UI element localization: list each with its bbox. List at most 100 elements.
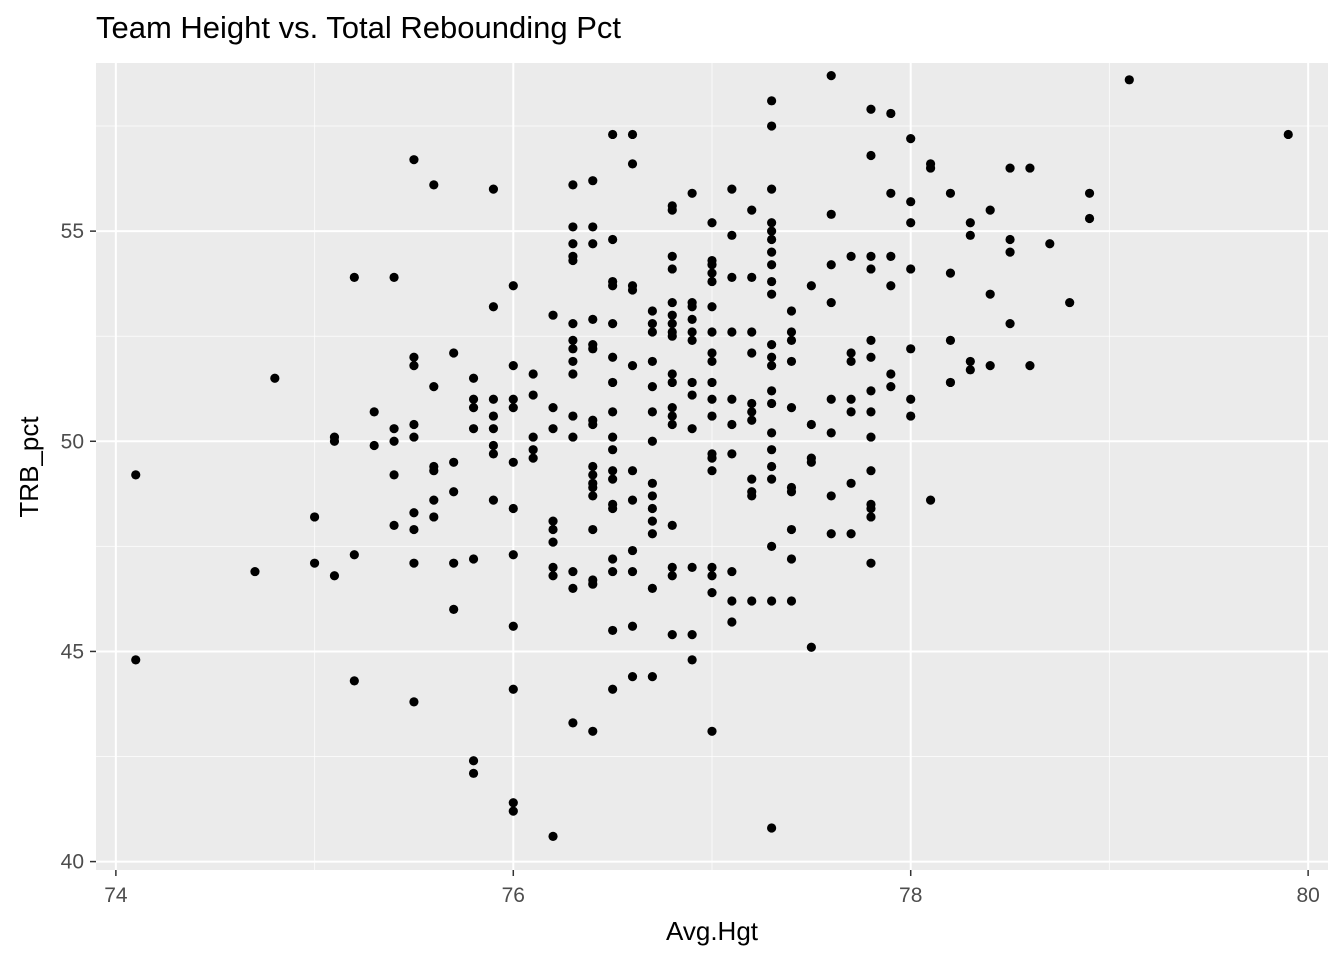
data-point xyxy=(846,529,856,539)
data-point xyxy=(548,424,558,434)
data-point xyxy=(866,352,876,362)
data-point xyxy=(329,571,340,581)
data-point xyxy=(767,247,777,257)
data-point xyxy=(389,520,399,530)
data-point xyxy=(568,255,578,266)
data-point xyxy=(508,621,518,631)
data-point xyxy=(767,541,777,551)
data-point xyxy=(409,508,419,518)
data-point xyxy=(647,491,657,501)
data-point xyxy=(727,327,737,337)
data-point xyxy=(707,268,717,278)
data-point xyxy=(588,470,598,480)
data-point xyxy=(608,407,618,417)
data-point xyxy=(488,184,499,194)
data-point xyxy=(548,403,558,413)
data-point xyxy=(826,394,836,404)
data-point xyxy=(528,369,538,379)
data-point xyxy=(965,356,975,367)
data-point xyxy=(806,642,816,652)
data-point xyxy=(667,251,677,261)
data-point xyxy=(1283,129,1293,140)
data-point xyxy=(429,382,439,392)
data-point xyxy=(409,524,419,535)
data-point xyxy=(568,239,578,249)
data-point xyxy=(1124,75,1134,85)
y-tick-label: 40 xyxy=(61,851,84,874)
data-point xyxy=(369,407,379,417)
data-point xyxy=(667,562,677,572)
data-point xyxy=(667,310,677,320)
data-point xyxy=(826,428,836,438)
data-point xyxy=(707,394,717,404)
data-point xyxy=(608,625,618,636)
data-point xyxy=(806,281,816,291)
data-point xyxy=(707,260,717,270)
data-point xyxy=(925,163,936,173)
data-point xyxy=(866,251,876,261)
y-tick-label: 50 xyxy=(61,430,84,453)
data-point xyxy=(1045,239,1055,249)
x-tick-label: 78 xyxy=(899,884,922,907)
data-point xyxy=(627,129,638,140)
x-tick-label: 74 xyxy=(104,884,128,907)
data-point xyxy=(488,411,499,421)
data-point xyxy=(468,424,479,434)
data-point xyxy=(608,445,618,455)
data-point xyxy=(767,596,777,606)
data-point xyxy=(846,356,856,367)
data-point xyxy=(409,352,419,362)
data-point xyxy=(727,394,737,404)
data-point xyxy=(429,180,439,190)
data-point xyxy=(866,335,876,346)
data-point xyxy=(687,188,697,198)
data-point xyxy=(588,314,598,324)
data-point xyxy=(786,596,797,606)
data-point xyxy=(508,394,518,404)
data-point xyxy=(985,289,995,299)
y-tick-label: 45 xyxy=(61,640,84,663)
data-point xyxy=(767,428,777,438)
data-point xyxy=(389,436,399,446)
data-point xyxy=(329,436,340,446)
data-point xyxy=(767,276,777,287)
data-point xyxy=(270,373,280,383)
data-point xyxy=(409,697,419,707)
data-point xyxy=(608,466,618,476)
data-point xyxy=(627,566,638,577)
data-point xyxy=(687,390,697,400)
data-point xyxy=(786,554,797,564)
data-point xyxy=(588,482,598,493)
data-point xyxy=(886,382,896,392)
data-point xyxy=(548,310,558,320)
data-point xyxy=(627,621,638,631)
data-point xyxy=(786,306,797,316)
data-point xyxy=(508,503,518,514)
data-point xyxy=(767,823,777,833)
data-point xyxy=(647,356,657,367)
data-point xyxy=(945,335,956,346)
data-point xyxy=(687,630,697,640)
data-point xyxy=(647,327,657,337)
data-point xyxy=(568,344,578,354)
data-point xyxy=(429,512,439,522)
data-point xyxy=(826,260,836,270)
data-point xyxy=(767,398,777,409)
x-tick-label: 80 xyxy=(1296,884,1319,907)
data-point xyxy=(707,356,717,367)
data-point xyxy=(786,403,797,413)
data-point xyxy=(826,71,836,81)
data-point xyxy=(568,318,578,329)
data-point xyxy=(667,205,677,215)
data-point xyxy=(667,377,677,388)
data-point xyxy=(468,768,479,778)
data-point xyxy=(826,491,836,501)
data-point xyxy=(647,478,657,488)
y-axis-title: TRB_pct xyxy=(14,416,44,518)
data-point xyxy=(131,470,141,480)
data-point xyxy=(667,520,677,530)
data-point xyxy=(667,571,677,581)
data-point xyxy=(449,487,459,497)
data-point xyxy=(528,390,538,400)
